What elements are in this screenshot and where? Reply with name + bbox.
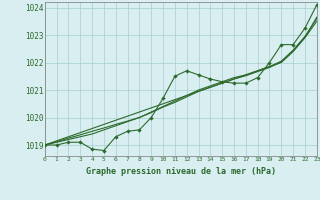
- X-axis label: Graphe pression niveau de la mer (hPa): Graphe pression niveau de la mer (hPa): [86, 167, 276, 176]
